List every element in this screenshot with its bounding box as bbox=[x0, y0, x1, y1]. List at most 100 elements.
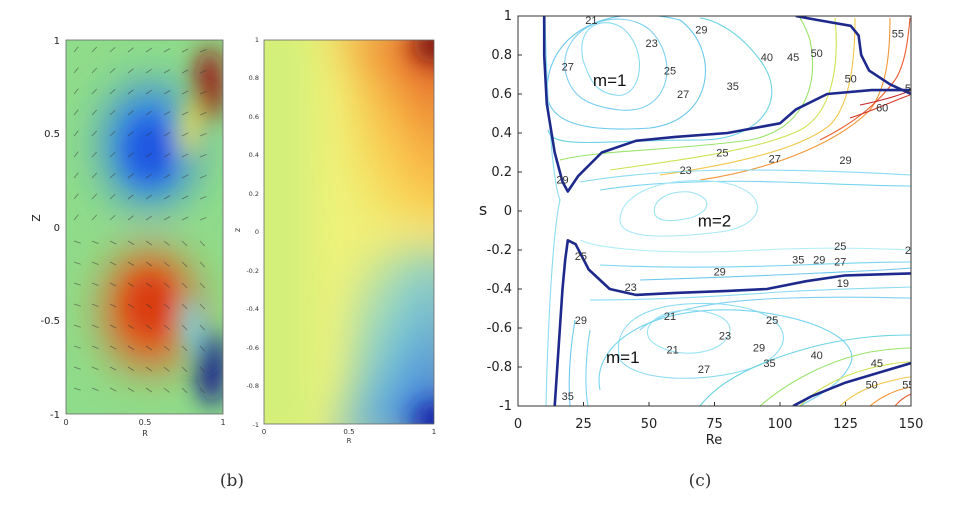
vector-arrow bbox=[73, 303, 81, 307]
vector-arrow bbox=[163, 345, 170, 351]
ytick: 0 bbox=[54, 223, 60, 234]
vector-arrow bbox=[145, 152, 153, 158]
vector-arrow bbox=[127, 215, 134, 221]
contour-label: 25 bbox=[716, 147, 728, 159]
ytick: -0.8 bbox=[487, 360, 512, 375]
ytick: 0.6 bbox=[249, 113, 259, 121]
vector-arrow bbox=[163, 216, 171, 221]
vector-arrow bbox=[199, 282, 206, 289]
vector-arrow bbox=[127, 240, 135, 245]
vector-arrow bbox=[181, 111, 189, 116]
vector-arrow bbox=[163, 303, 170, 309]
xtick: 0.5 bbox=[139, 418, 152, 427]
vector-arrow bbox=[181, 195, 189, 200]
c-xticks: 0 25 50 75 100 125 150 bbox=[514, 402, 923, 432]
ytick: -0.8 bbox=[246, 382, 259, 390]
vector-arrow bbox=[127, 345, 135, 350]
right-ylabel: z bbox=[233, 228, 242, 232]
vector-arrow bbox=[127, 110, 134, 116]
vector-arrow bbox=[91, 214, 98, 221]
vector-arrow bbox=[109, 282, 117, 287]
vector-arrow bbox=[163, 48, 171, 53]
vector-arrow bbox=[109, 240, 117, 245]
ytick: -0.2 bbox=[487, 243, 512, 258]
boundary-lower-right bbox=[792, 361, 911, 406]
ytick: -1 bbox=[499, 399, 512, 414]
xtick: 0 bbox=[514, 417, 522, 432]
vector-arrow bbox=[199, 133, 207, 137]
vector-arrow bbox=[91, 109, 98, 116]
ytick: 0.8 bbox=[491, 48, 512, 63]
vector-arrow bbox=[145, 345, 153, 351]
vector-arrow bbox=[73, 261, 81, 265]
contour-label: 21 bbox=[666, 344, 678, 356]
vector-arrow bbox=[145, 261, 153, 267]
contour-label: 45 bbox=[871, 358, 883, 370]
contour-label: 25 bbox=[766, 315, 778, 327]
vector-arrow bbox=[181, 324, 188, 331]
boundary-upper bbox=[542, 16, 911, 193]
caption-b: (b) bbox=[220, 471, 244, 491]
vector-arrow bbox=[73, 366, 81, 370]
vector-arrow bbox=[109, 152, 116, 158]
contour-label: 50 bbox=[866, 379, 878, 391]
c-xlabel: Re bbox=[706, 433, 722, 448]
vector-arrow bbox=[91, 282, 99, 286]
vector-arrow bbox=[199, 175, 207, 179]
xtick: 1 bbox=[432, 428, 436, 436]
contour-label: 21 bbox=[664, 311, 676, 323]
vector-arrow bbox=[145, 68, 153, 74]
ytick: 0 bbox=[504, 204, 512, 219]
contour-label: 29 bbox=[695, 25, 707, 37]
vector-arrow bbox=[109, 131, 116, 137]
vector-arrow bbox=[163, 174, 171, 179]
contour-label: 55 bbox=[905, 83, 917, 95]
vector-arrow bbox=[73, 214, 79, 221]
vector-arrow bbox=[181, 69, 189, 74]
vector-arrow bbox=[181, 345, 188, 352]
ytick: -1 bbox=[50, 410, 60, 421]
vector-arrow bbox=[91, 172, 98, 179]
vector-arrow bbox=[199, 366, 206, 373]
vector-arrow bbox=[163, 261, 170, 267]
vector-arrow bbox=[163, 282, 170, 288]
xtick: 75 bbox=[706, 417, 723, 432]
vector-arrow bbox=[73, 88, 79, 95]
ytick: -0.4 bbox=[246, 305, 259, 313]
vector-arrow bbox=[199, 387, 206, 394]
region-low bbox=[339, 250, 434, 424]
contour-label: 27 bbox=[769, 153, 781, 165]
left-ylabel: Z bbox=[30, 214, 43, 222]
vector-arrow bbox=[181, 48, 189, 53]
xtick: 0.5 bbox=[343, 428, 354, 436]
vector-arrow bbox=[91, 345, 99, 349]
vector-arrow bbox=[127, 282, 135, 287]
contour-label: 25 bbox=[575, 251, 587, 263]
contour-label: 60 bbox=[876, 103, 888, 115]
vector-arrow bbox=[73, 130, 79, 137]
contour-label: 40 bbox=[811, 350, 823, 362]
c-yticks: 1 0.8 0.6 0.4 0.2 0 -0.2 -0.4 -0.6 -0.8 -1 bbox=[487, 9, 522, 414]
velocity-vectors bbox=[73, 46, 207, 394]
vector-arrow bbox=[109, 324, 117, 329]
vector-arrow bbox=[163, 324, 170, 330]
region-high bbox=[338, 40, 434, 215]
vector-arrow bbox=[109, 387, 117, 392]
vector-arrow bbox=[73, 387, 81, 391]
ytick: 0.4 bbox=[249, 151, 259, 159]
vector-arrow bbox=[199, 303, 206, 310]
contour-label: 35 bbox=[763, 358, 775, 370]
blob-min bbox=[198, 330, 223, 406]
vector-arrow bbox=[127, 324, 135, 329]
vector-arrow bbox=[181, 90, 189, 95]
ytick: -0.2 bbox=[246, 267, 259, 275]
contour-label: 25 bbox=[664, 66, 676, 78]
vector-arrow bbox=[109, 261, 117, 266]
contour-label: 25 bbox=[834, 241, 846, 253]
blob-max bbox=[196, 47, 223, 123]
vector-arrow bbox=[181, 132, 189, 137]
caption-c: (c) bbox=[689, 471, 712, 491]
